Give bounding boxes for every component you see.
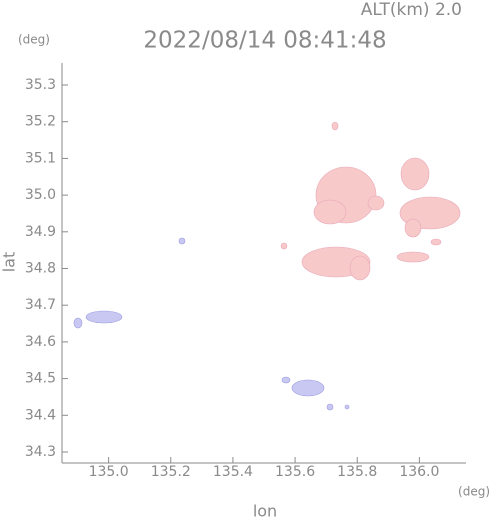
y-tick-label: 35.3 (25, 77, 56, 93)
y-unit: (deg) (18, 33, 50, 47)
x-tick-label: 135.0 (89, 464, 129, 480)
echoes (73, 121, 461, 411)
y-tick-label: 35.0 (25, 187, 56, 203)
x-tick-label: 136.0 (399, 464, 439, 480)
y-tick-label: 35.2 (25, 114, 56, 130)
y-tick-label: 34.8 (25, 261, 56, 277)
y-tick-label: 34.9 (25, 224, 56, 240)
altitude-label: ALT(km) 2.0 (361, 0, 462, 20)
y-tick-label: 34.6 (25, 334, 56, 350)
y-axis-label: lat (0, 252, 19, 273)
x-tick-label: 135.6 (275, 464, 315, 480)
y-tick-label: 34.4 (25, 407, 56, 423)
chart-title: 2022/08/14 08:41:48 (143, 28, 386, 54)
y-tick-label: 34.7 (25, 297, 56, 313)
y-tick-label: 34.3 (25, 444, 56, 460)
x-unit: (deg) (458, 485, 490, 499)
y-tick-label: 35.1 (25, 150, 56, 166)
x-tick-label: 135.4 (213, 464, 253, 480)
y-tick-label: 34.5 (25, 371, 56, 387)
x-tick-label: 135.2 (151, 464, 191, 480)
x-axis-label: lon (253, 502, 277, 521)
x-tick-label: 135.8 (337, 464, 377, 480)
